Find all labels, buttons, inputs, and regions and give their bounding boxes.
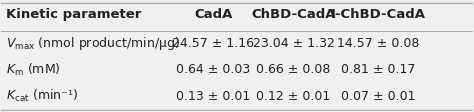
Text: ChBD-CadA: ChBD-CadA — [251, 8, 336, 21]
Text: 0.07 ± 0.01: 0.07 ± 0.01 — [341, 89, 416, 102]
Text: 0.64 ± 0.03: 0.64 ± 0.03 — [176, 63, 251, 76]
Text: 0.13 ± 0.01: 0.13 ± 0.01 — [176, 89, 251, 102]
Text: $K_{\mathrm{m}}$ (mM): $K_{\mathrm{m}}$ (mM) — [6, 61, 61, 77]
Text: $V_{\mathrm{max}}$ (nmol product/min/μg): $V_{\mathrm{max}}$ (nmol product/min/μg) — [6, 34, 180, 51]
Text: 23.04 ± 1.32: 23.04 ± 1.32 — [253, 36, 335, 49]
Text: I-ChBD-CadA: I-ChBD-CadA — [331, 8, 426, 21]
Text: $K_{\mathrm{cat}}$ (min⁻¹): $K_{\mathrm{cat}}$ (min⁻¹) — [6, 87, 78, 103]
Text: 24.57 ± 1.16: 24.57 ± 1.16 — [173, 36, 255, 49]
Text: 0.81 ± 0.17: 0.81 ± 0.17 — [341, 63, 416, 76]
Text: 0.66 ± 0.08: 0.66 ± 0.08 — [256, 63, 331, 76]
Text: 14.57 ± 0.08: 14.57 ± 0.08 — [337, 36, 419, 49]
Text: 0.12 ± 0.01: 0.12 ± 0.01 — [256, 89, 331, 102]
Text: CadA: CadA — [194, 8, 233, 21]
Text: Kinetic parameter: Kinetic parameter — [6, 8, 141, 21]
